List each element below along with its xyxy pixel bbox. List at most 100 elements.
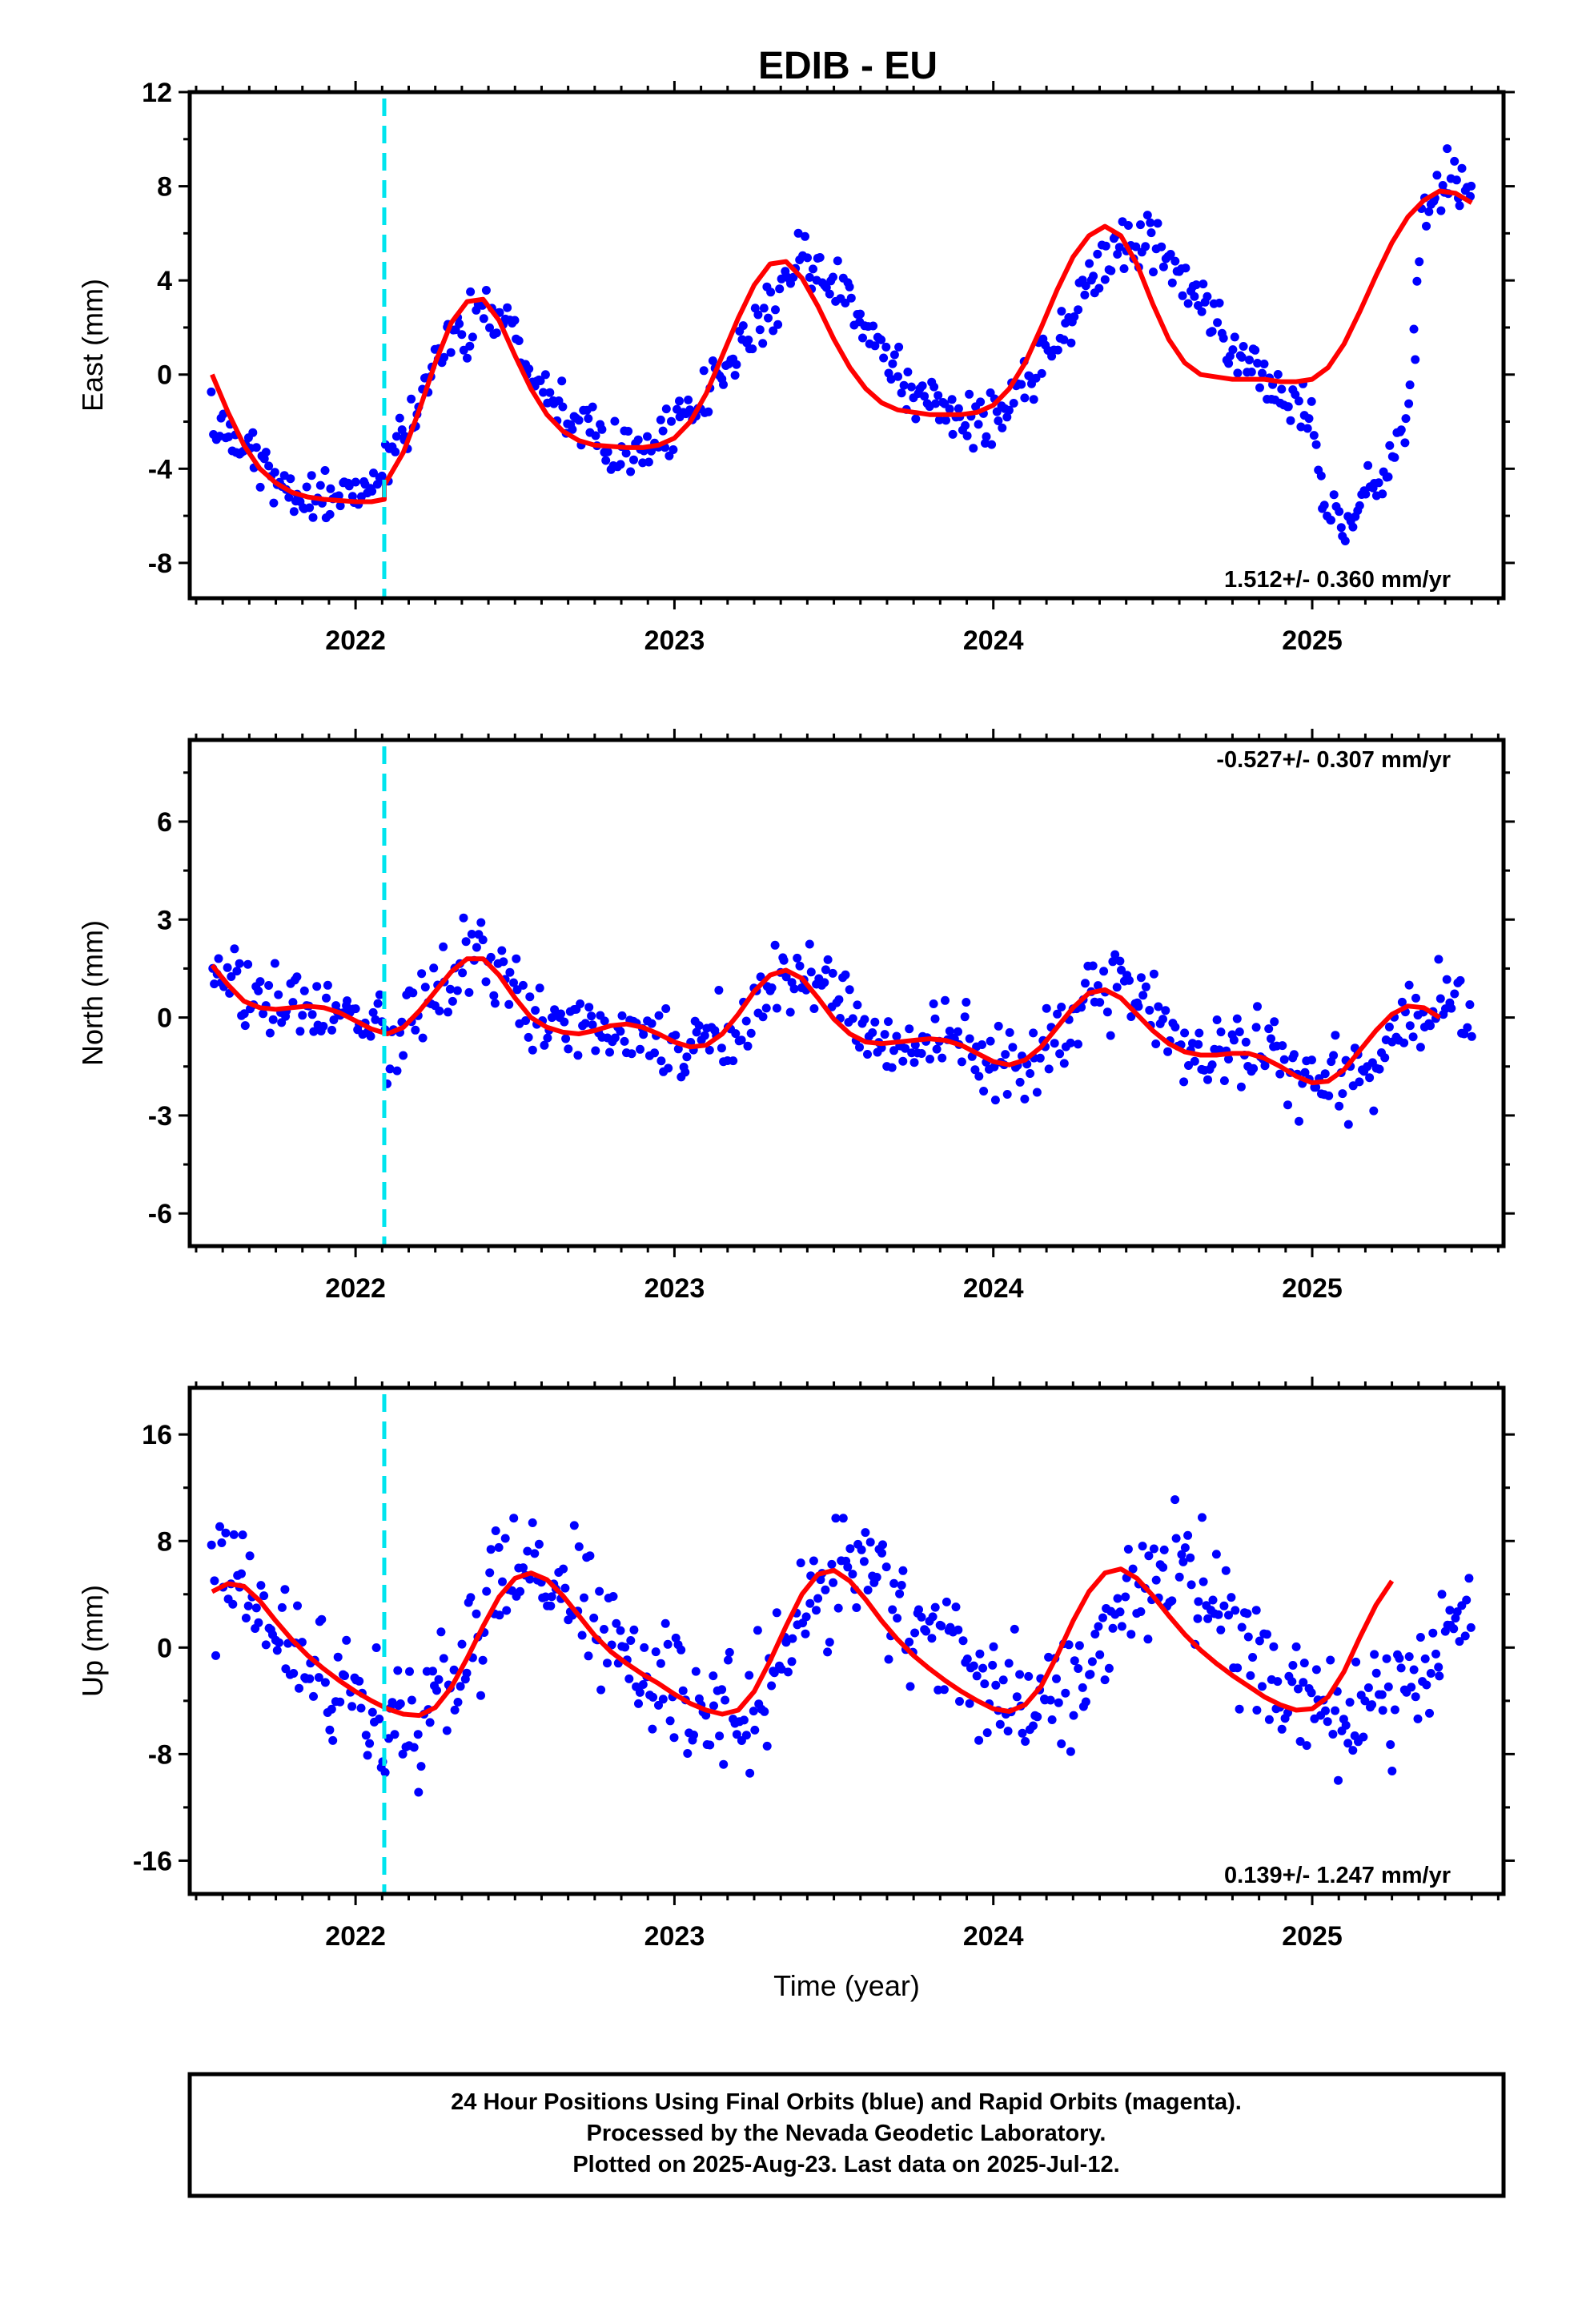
north-data-point — [901, 1043, 910, 1053]
east-data-point — [1237, 352, 1247, 362]
north-data-point — [717, 1043, 726, 1053]
up-data-point — [1445, 1606, 1455, 1615]
north-data-point — [1145, 1006, 1154, 1015]
up-data-point — [1255, 1636, 1264, 1646]
up-data-point — [442, 1726, 452, 1735]
up-data-point — [425, 1718, 435, 1727]
north-data-point — [351, 1004, 360, 1014]
east-data-point — [759, 304, 769, 313]
up-data-point — [328, 1735, 338, 1745]
north-data-point — [556, 1009, 565, 1019]
up-data-point — [1243, 1609, 1252, 1618]
up-data-point — [980, 1679, 990, 1689]
east-data-point — [1146, 228, 1156, 238]
up-data-point — [1386, 1740, 1395, 1749]
east-data-point — [1253, 359, 1263, 368]
up-data-point — [658, 1695, 668, 1704]
up-data-point — [1159, 1545, 1169, 1554]
up-data-point — [1326, 1655, 1335, 1665]
up-y-tick-label: -8 — [148, 1739, 172, 1770]
up-data-point — [462, 1668, 472, 1678]
east-data-point — [302, 482, 311, 492]
north-data-point — [654, 1011, 664, 1020]
east-data-point — [1436, 206, 1446, 215]
up-data-point — [432, 1686, 441, 1695]
east-data-point — [1199, 279, 1208, 289]
up-data-point — [921, 1626, 931, 1636]
up-data-point — [1269, 1642, 1279, 1651]
up-data-point — [781, 1638, 791, 1647]
up-data-point — [1149, 1544, 1158, 1554]
up-data-point — [207, 1540, 216, 1550]
north-data-point — [1203, 1075, 1212, 1084]
east-data-point — [1101, 241, 1110, 251]
north-y-tick-label: -6 — [148, 1199, 172, 1229]
up-data-point — [1052, 1674, 1061, 1683]
north-data-point — [743, 1041, 753, 1051]
up-data-point — [1115, 1607, 1125, 1617]
up-data-point — [280, 1585, 290, 1594]
north-data-point — [420, 983, 430, 992]
up-data-point — [603, 1659, 612, 1668]
up-data-point — [456, 1682, 465, 1691]
east-data-point — [1059, 335, 1069, 344]
up-data-point — [1390, 1705, 1399, 1715]
up-data-point — [863, 1586, 873, 1594]
north-data-point — [1136, 973, 1146, 983]
up-data-point — [585, 1551, 595, 1561]
north-data-point — [588, 1020, 597, 1030]
north-data-point — [694, 1021, 704, 1031]
east-data-point — [463, 353, 472, 363]
east-data-point — [1400, 438, 1410, 448]
up-data-point — [914, 1605, 923, 1614]
up-data-point — [486, 1545, 496, 1554]
north-data-point — [1002, 1090, 1012, 1099]
up-data-point — [228, 1599, 238, 1609]
up-data-point — [998, 1675, 1008, 1685]
north-data-point — [806, 967, 816, 977]
north-data-point — [957, 1057, 966, 1067]
up-data-point — [721, 1695, 730, 1705]
up-data-point — [1431, 1649, 1440, 1659]
east-data-point — [886, 375, 896, 384]
north-data-point — [1050, 1039, 1059, 1048]
up-data-point — [677, 1645, 686, 1655]
up-data-point — [969, 1661, 978, 1671]
up-data-point — [1437, 1590, 1447, 1599]
east-data-point — [661, 404, 671, 414]
north-data-point — [917, 1049, 926, 1058]
north-data-point — [1195, 1028, 1204, 1038]
up-data-point — [1426, 1669, 1435, 1678]
east-data-point — [755, 325, 765, 335]
up-data-point — [809, 1556, 818, 1566]
east-data-point — [307, 471, 316, 480]
east-x-tick-label: 2024 — [963, 625, 1024, 656]
north-data-point — [1170, 1023, 1180, 1031]
east-data-point — [1203, 292, 1212, 301]
north-data-point — [1411, 993, 1420, 1003]
east-data-point — [893, 372, 902, 381]
up-data-point — [739, 1715, 749, 1725]
up-data-point — [1462, 1595, 1472, 1605]
up-data-point — [293, 1601, 302, 1610]
up-x-tick-label: 2022 — [325, 1921, 386, 1952]
up-data-point — [243, 1601, 253, 1610]
north-data-point — [1241, 1037, 1251, 1047]
up-data-point — [745, 1671, 754, 1680]
east-data-point — [1296, 422, 1306, 432]
up-data-point — [762, 1741, 772, 1751]
east-data-point — [286, 474, 295, 484]
north-data-point — [518, 980, 528, 990]
north-data-point — [1456, 975, 1465, 985]
north-data-point — [1329, 1051, 1339, 1060]
east-data-point — [931, 399, 941, 408]
north-data-point — [375, 990, 384, 999]
east-data-point — [773, 320, 783, 329]
east-data-point — [1190, 292, 1199, 301]
east-data-point — [207, 387, 216, 396]
up-data-point — [753, 1626, 762, 1635]
up-data-point — [1158, 1562, 1168, 1572]
east-data-point — [1191, 280, 1201, 290]
up-data-point — [974, 1735, 984, 1745]
north-data-point — [512, 954, 521, 963]
